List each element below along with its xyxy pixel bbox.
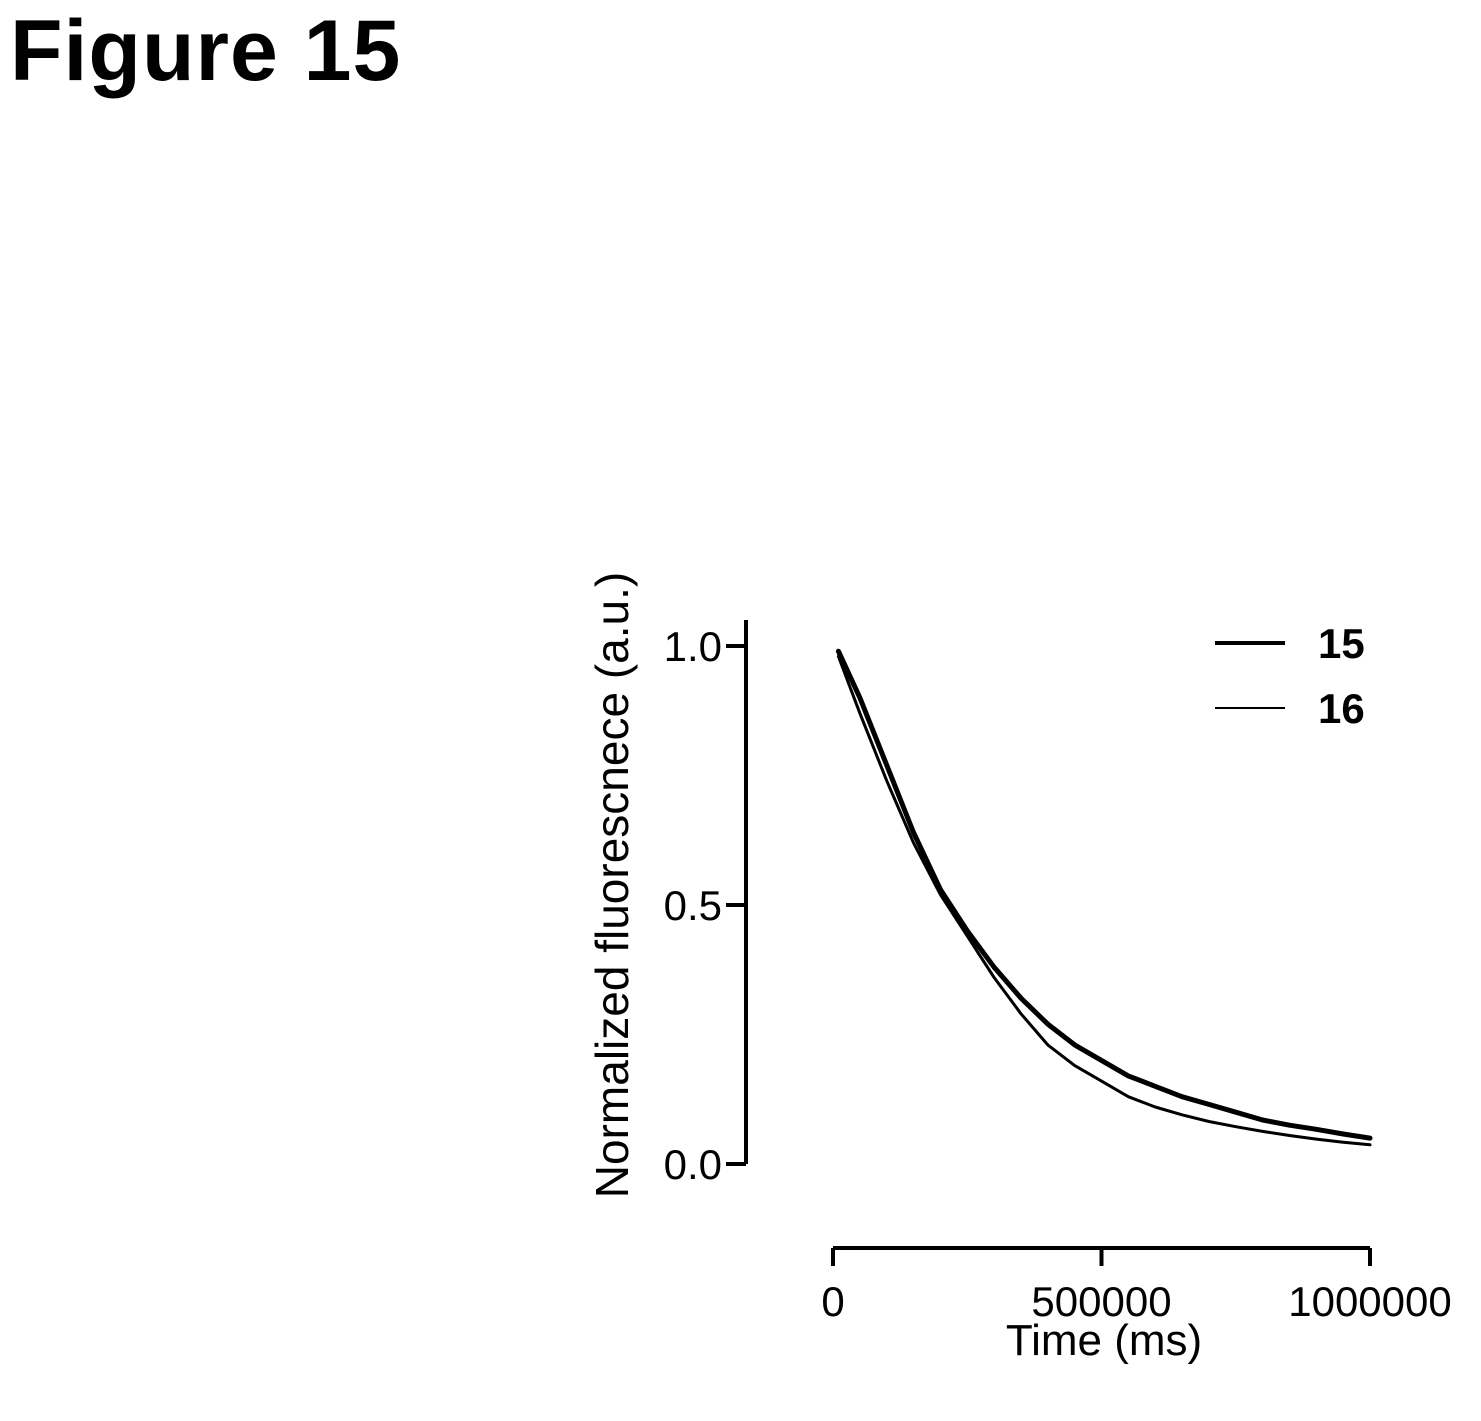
legend-label-15: 15 (1318, 620, 1365, 667)
series-line-15 (835, 648, 1373, 1141)
x-axis-label: Time (ms) (1006, 1316, 1202, 1365)
x-tick-label: 500000 (1031, 1278, 1171, 1325)
x-tick-label: 0 (821, 1278, 844, 1325)
figure-title: Figure 15 (10, 3, 402, 99)
series-layer (835, 648, 1373, 1147)
x-tick-label: 1000000 (1288, 1278, 1452, 1325)
y-tick-label: 1.0 (664, 623, 722, 670)
x-axis: 0 500000 1000000 (821, 1246, 1452, 1325)
y-axis: 0.0 0.5 1.0 (664, 620, 748, 1188)
y-axis-label: Normalized fluorescnece (a.u.) (586, 572, 638, 1198)
y-tick-label: 0.5 (664, 882, 722, 929)
y-tick-label: 0.0 (664, 1141, 722, 1188)
series-line-16 (836, 654, 1372, 1147)
legend-label-16: 16 (1318, 685, 1365, 732)
